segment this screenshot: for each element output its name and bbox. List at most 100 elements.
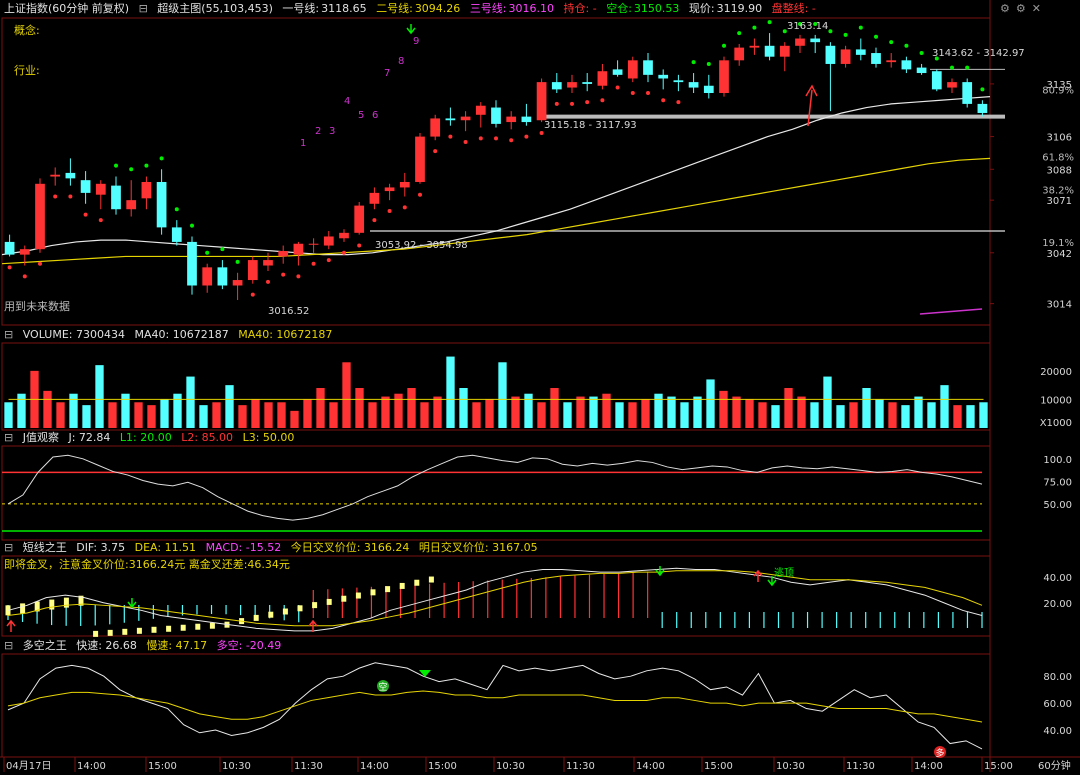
- macd-up-arrow: [6, 619, 16, 632]
- volume-bar: [511, 396, 520, 428]
- stop-dot: [615, 85, 620, 90]
- candle-body: [247, 260, 258, 281]
- ls-long-badge-label: 多: [935, 747, 944, 759]
- stop-dot: [357, 243, 362, 248]
- stop-dot: [585, 100, 590, 105]
- stop-dot: [281, 272, 286, 277]
- stop-dot: [83, 212, 88, 217]
- volume-bar: [537, 402, 546, 428]
- stop-dot: [767, 20, 772, 25]
- line1-label: 一号线:: [282, 2, 320, 15]
- stop-dot: [402, 205, 407, 210]
- ls-long-badge: [934, 746, 946, 758]
- candle-body: [415, 136, 425, 182]
- low-price-label: 3016.52: [268, 306, 309, 317]
- macd-tick-label: 20.00: [1043, 599, 1072, 610]
- stop-dot: [174, 207, 179, 212]
- candle-body: [612, 69, 623, 75]
- j-l3: L3: 50.00: [242, 431, 295, 444]
- ls-fast-line: [7, 662, 983, 750]
- macd-signal-block: [370, 589, 376, 596]
- macd-down-arrow: [127, 598, 137, 609]
- j-l1: L1: 20.00: [119, 431, 172, 444]
- macd-title: 短线之王: [22, 541, 67, 554]
- gear-icon[interactable]: ⚙: [1000, 2, 1010, 15]
- volume-bar: [472, 402, 481, 428]
- candle-body: [536, 82, 547, 121]
- volume-bar: [186, 376, 195, 428]
- candle-body: [399, 181, 410, 188]
- stop-dot: [235, 259, 240, 264]
- macd-signal-block: [93, 630, 99, 637]
- volume-bar: [888, 402, 897, 428]
- candle-body: [293, 243, 304, 255]
- volume-bar: [407, 388, 416, 428]
- macd-signal-block: [385, 586, 391, 593]
- settings-icon[interactable]: ⚙: [1015, 2, 1026, 15]
- stop-dot: [965, 65, 970, 70]
- macd-signal-block: [20, 603, 26, 614]
- wave-count-label: 2: [315, 126, 321, 137]
- candle-body: [749, 45, 760, 48]
- candle-body: [384, 187, 395, 192]
- macd-signal-block: [107, 629, 113, 636]
- indicator-name[interactable]: 超级主图(55,103,453): [157, 2, 273, 15]
- time-axis-label: 11:30: [294, 761, 323, 772]
- macd-tick-label: 40.00: [1043, 573, 1072, 584]
- volume-bar: [212, 402, 221, 428]
- volume-bar: [927, 402, 936, 428]
- j-tick-label: 75.00: [1043, 477, 1072, 488]
- collapse-icon[interactable]: ⊟: [4, 541, 14, 554]
- collapse-icon[interactable]: ⊟: [138, 2, 148, 15]
- fib-percent-label: 61.8%: [1042, 153, 1074, 164]
- volume-bar: [628, 402, 637, 428]
- macd-down-arrow: [655, 566, 665, 577]
- volume-bar: [56, 402, 65, 428]
- stop-dot: [646, 91, 650, 96]
- volume-bar: [966, 405, 975, 428]
- ls-down-triangle: [419, 670, 431, 677]
- volume-bar: [641, 399, 650, 428]
- panel-frame-0: [1, 17, 991, 326]
- candle-body: [977, 103, 988, 113]
- macd-signal-block: [151, 626, 157, 633]
- volume-bar: [316, 388, 325, 428]
- time-axis-label: 11:30: [846, 761, 875, 772]
- j-title: J值观察: [22, 431, 59, 444]
- close-icon[interactable]: ✕: [1031, 2, 1041, 15]
- macd-signal-block: [253, 614, 259, 621]
- candle-body: [795, 38, 805, 46]
- macd-up-arrow: [753, 569, 763, 582]
- volume-bar: [238, 405, 247, 428]
- wave-count-label: 4: [344, 96, 350, 107]
- time-axis-label: 10:30: [496, 761, 525, 772]
- volume-bar: [95, 365, 104, 428]
- collapse-icon[interactable]: ⊟: [4, 328, 14, 341]
- ls-slow-line: [7, 690, 983, 723]
- stop-dot: [874, 34, 878, 39]
- macd-signal-block: [49, 599, 55, 610]
- consolidation-label: 盘整线: -: [771, 2, 816, 15]
- candle-body: [339, 232, 349, 239]
- collapse-icon[interactable]: ⊟: [4, 639, 14, 652]
- ls-title: 多空之王: [22, 639, 67, 652]
- candle-body: [19, 249, 30, 255]
- symbol-title: 上证指数(60分钟 前复权): [4, 2, 130, 15]
- hold-label: 持仓: -: [563, 2, 597, 15]
- stop-dot: [129, 167, 134, 172]
- purple-trend-line: [919, 308, 983, 315]
- line2-value: 3094.26: [414, 2, 461, 15]
- volume-bar: [225, 385, 234, 428]
- volume-bar: [498, 362, 507, 428]
- volume-bar: [732, 396, 741, 428]
- collapse-icon[interactable]: ⊟: [4, 431, 14, 444]
- macd-signal-block: [195, 623, 201, 630]
- stop-dot: [828, 29, 833, 34]
- candle-body: [141, 181, 152, 199]
- candle-body: [551, 82, 562, 90]
- volume-bar: [862, 388, 871, 428]
- time-axis-label: 10:30: [222, 761, 251, 772]
- line2-label: 二号线:: [376, 2, 413, 15]
- volume-bar: [43, 390, 52, 428]
